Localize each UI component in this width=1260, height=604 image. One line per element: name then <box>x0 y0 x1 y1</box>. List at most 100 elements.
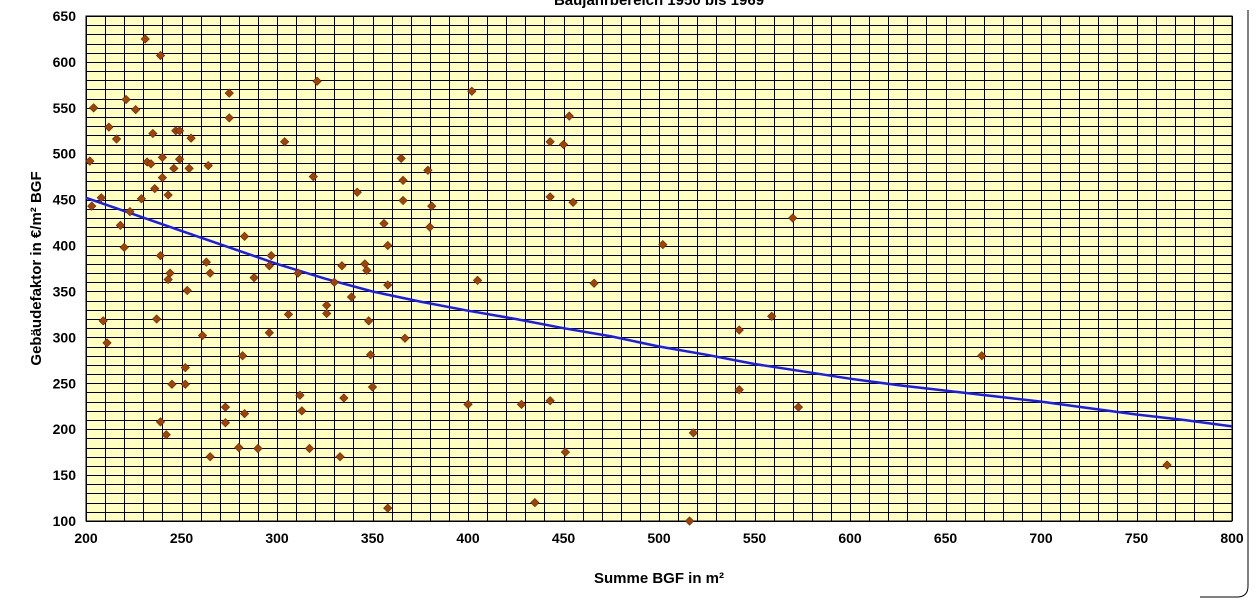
x-tick-label: 500 <box>647 530 671 546</box>
data-point <box>115 220 126 230</box>
data-point <box>793 402 804 412</box>
data-point <box>427 201 437 211</box>
data-point <box>688 428 699 438</box>
data-point <box>379 218 389 229</box>
data-point <box>167 379 177 389</box>
data-point <box>182 285 192 296</box>
data-point <box>560 447 571 457</box>
x-tick-label: 450 <box>552 530 576 546</box>
data-point <box>472 275 483 286</box>
data-point <box>174 154 185 164</box>
data-point <box>131 105 141 115</box>
data-point <box>423 165 433 175</box>
data-point <box>119 242 129 253</box>
data-point <box>467 86 477 96</box>
data-point <box>589 278 599 288</box>
x-tick-label: 700 <box>1029 530 1053 546</box>
x-tick-label: 650 <box>934 530 958 546</box>
data-point <box>180 379 190 389</box>
data-points <box>85 34 1172 526</box>
x-tick-label: 250 <box>170 530 194 546</box>
data-point <box>463 399 473 410</box>
data-point <box>308 172 318 182</box>
data-point <box>148 128 158 139</box>
data-point <box>545 192 555 202</box>
data-point <box>329 277 339 287</box>
data-point <box>180 363 190 373</box>
data-point <box>203 161 213 171</box>
y-tick-label: 600 <box>53 54 77 70</box>
trend-line-group <box>85 196 1233 428</box>
data-point <box>1162 460 1172 470</box>
y-tick-label: 350 <box>53 283 77 299</box>
data-point <box>734 385 744 395</box>
y-tick-label: 250 <box>53 375 77 391</box>
data-point <box>184 163 194 174</box>
data-point <box>322 308 332 319</box>
data-point <box>174 126 185 136</box>
data-point <box>293 268 303 278</box>
data-point <box>425 222 435 232</box>
x-tick-label: 750 <box>1125 530 1149 546</box>
data-point <box>155 417 166 427</box>
data-point <box>140 34 150 44</box>
data-point <box>155 50 166 61</box>
data-point <box>87 201 97 211</box>
grid-lines <box>86 16 1233 522</box>
data-point <box>295 390 305 400</box>
data-point <box>121 94 131 105</box>
data-point <box>337 261 347 271</box>
data-point <box>339 393 349 403</box>
data-point <box>564 111 574 121</box>
y-tick-label: 450 <box>53 192 77 208</box>
data-point <box>767 311 777 321</box>
data-point <box>264 261 274 271</box>
data-point <box>89 103 99 113</box>
x-tick-label: 400 <box>456 530 480 546</box>
data-point <box>220 402 231 412</box>
data-point <box>234 442 244 453</box>
data-point <box>161 430 171 440</box>
y-tick-label: 300 <box>53 329 77 345</box>
data-point <box>220 418 231 428</box>
data-point <box>283 309 294 320</box>
data-point <box>367 382 378 392</box>
data-point <box>364 316 374 326</box>
data-point <box>125 206 135 217</box>
data-point <box>186 133 196 143</box>
data-point <box>266 251 276 261</box>
data-point <box>312 76 322 86</box>
data-point <box>545 137 555 147</box>
data-point <box>400 333 410 343</box>
data-point <box>264 328 274 338</box>
data-point <box>516 399 527 410</box>
y-tick-label: 650 <box>53 8 77 24</box>
data-point <box>237 351 248 361</box>
data-point <box>365 350 376 360</box>
data-point <box>146 159 156 169</box>
data-point <box>111 134 122 144</box>
data-point <box>205 452 215 462</box>
data-point <box>684 516 695 526</box>
data-point <box>558 139 569 150</box>
data-point <box>152 314 162 324</box>
data-point <box>304 443 315 454</box>
y-tick-label: 100 <box>53 513 77 529</box>
data-point <box>383 280 393 290</box>
data-point <box>335 452 345 462</box>
data-point <box>85 156 95 166</box>
data-point <box>977 351 987 361</box>
data-point <box>734 325 744 335</box>
data-point <box>239 231 250 241</box>
x-tick-label: 350 <box>361 530 385 546</box>
data-point <box>545 396 555 406</box>
data-point <box>157 172 168 183</box>
data-point <box>383 503 393 513</box>
x-tick-label: 200 <box>74 530 98 546</box>
data-point <box>96 193 106 203</box>
y-tick-label: 500 <box>53 146 77 162</box>
data-point <box>165 268 175 278</box>
data-point <box>249 273 259 283</box>
